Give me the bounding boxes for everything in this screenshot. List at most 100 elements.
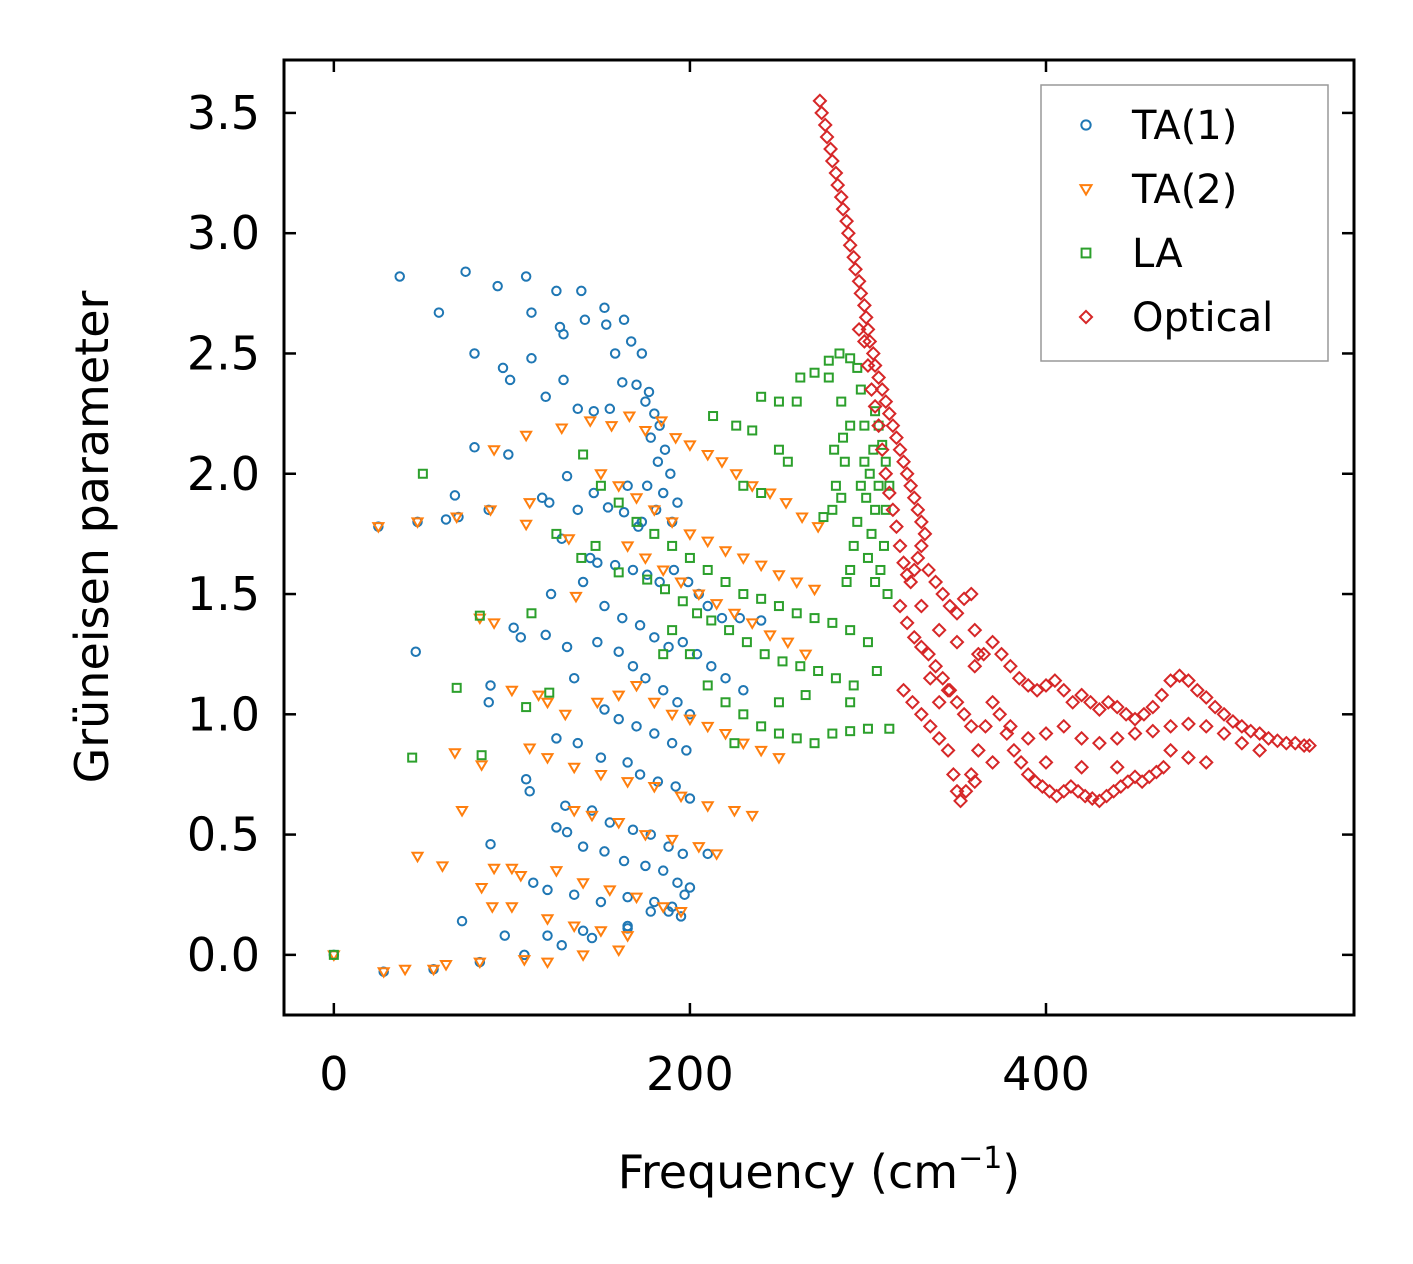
data-point [1207, 699, 1223, 715]
data-point [551, 528, 562, 539]
data-point [665, 834, 679, 847]
data-point [795, 512, 809, 525]
data-point [526, 608, 537, 619]
data-point [870, 504, 881, 515]
data-point [439, 959, 453, 972]
data-point [878, 540, 889, 551]
data-point [773, 697, 784, 708]
data-point [830, 177, 846, 193]
x-tick-label: 400 [1002, 1047, 1090, 1101]
data-point [878, 394, 894, 410]
data-point [720, 697, 731, 708]
data-point [985, 694, 1001, 710]
data-point [649, 632, 660, 643]
data-point [497, 362, 509, 374]
data-point [625, 336, 637, 347]
data-point [371, 522, 386, 534]
data-point [674, 577, 688, 589]
data-point [718, 546, 733, 558]
data-point [913, 514, 929, 530]
data-point [852, 516, 863, 527]
data-point [851, 321, 867, 337]
data-point [629, 493, 644, 505]
data-point [599, 600, 610, 612]
data-point [524, 786, 535, 797]
data-point [677, 848, 689, 860]
data-point [773, 728, 784, 739]
data-point [870, 577, 881, 588]
data-point [683, 440, 697, 452]
data-point [903, 478, 919, 494]
data-point [910, 502, 926, 518]
data-point [1029, 682, 1045, 698]
data-point [905, 694, 920, 710]
data-point [736, 738, 751, 751]
y-tick-label: 2.5 [187, 326, 260, 380]
data-point [1074, 759, 1090, 775]
data-point [727, 608, 742, 621]
x-tick-label: 200 [646, 1047, 734, 1101]
data-point [1156, 759, 1171, 775]
data-point [809, 738, 820, 749]
data-point [992, 706, 1008, 722]
legend-marker [1078, 309, 1094, 325]
data-point [846, 249, 862, 265]
data-point [691, 648, 703, 660]
data-point [848, 540, 859, 551]
data-point [572, 504, 584, 516]
data-point [617, 612, 628, 624]
y-tick-label: 3.0 [187, 206, 260, 260]
y-tick-label: 0.0 [187, 928, 260, 982]
data-point [1109, 759, 1125, 775]
data-point [1145, 723, 1161, 739]
data-point [456, 915, 468, 927]
series-optical [812, 93, 1317, 809]
data-point [873, 420, 884, 431]
data-point [818, 512, 829, 523]
data-point [871, 418, 887, 434]
data-point [860, 358, 876, 373]
data-point [859, 420, 870, 431]
data-point [1145, 699, 1161, 715]
data-point [629, 680, 644, 693]
data-point [629, 892, 644, 905]
data-point [913, 538, 929, 554]
data-point [738, 589, 749, 600]
data-point [1180, 750, 1196, 766]
data-point [521, 702, 532, 713]
data-point [812, 93, 828, 109]
data-point [836, 396, 847, 407]
data-point [585, 810, 599, 823]
data-point [736, 553, 751, 565]
data-point [572, 737, 584, 749]
data-point [864, 468, 875, 479]
y-tick-label: 3.5 [187, 86, 260, 140]
data-point [1056, 682, 1072, 698]
data-point [398, 964, 412, 977]
data-point [562, 534, 576, 546]
data-point [745, 810, 759, 823]
data-point [845, 697, 856, 708]
data-point [642, 574, 653, 585]
data-point [645, 432, 657, 443]
legend-marker [1080, 247, 1092, 259]
data-point [567, 921, 581, 933]
data-point [921, 646, 936, 662]
data-point [528, 877, 539, 888]
data-point [594, 926, 608, 938]
data-point [1074, 687, 1090, 703]
data-point [1027, 774, 1043, 790]
data-point [845, 726, 856, 737]
data-point [659, 444, 671, 455]
data-point [667, 625, 678, 636]
data-point [652, 456, 664, 467]
data-point [487, 618, 501, 630]
data-point [709, 599, 724, 611]
data-point [684, 709, 696, 720]
data-point [1002, 658, 1018, 674]
data-point [856, 297, 872, 313]
data-point [811, 522, 825, 534]
data-point [668, 564, 680, 576]
data-point [763, 488, 777, 500]
data-point [460, 266, 471, 277]
